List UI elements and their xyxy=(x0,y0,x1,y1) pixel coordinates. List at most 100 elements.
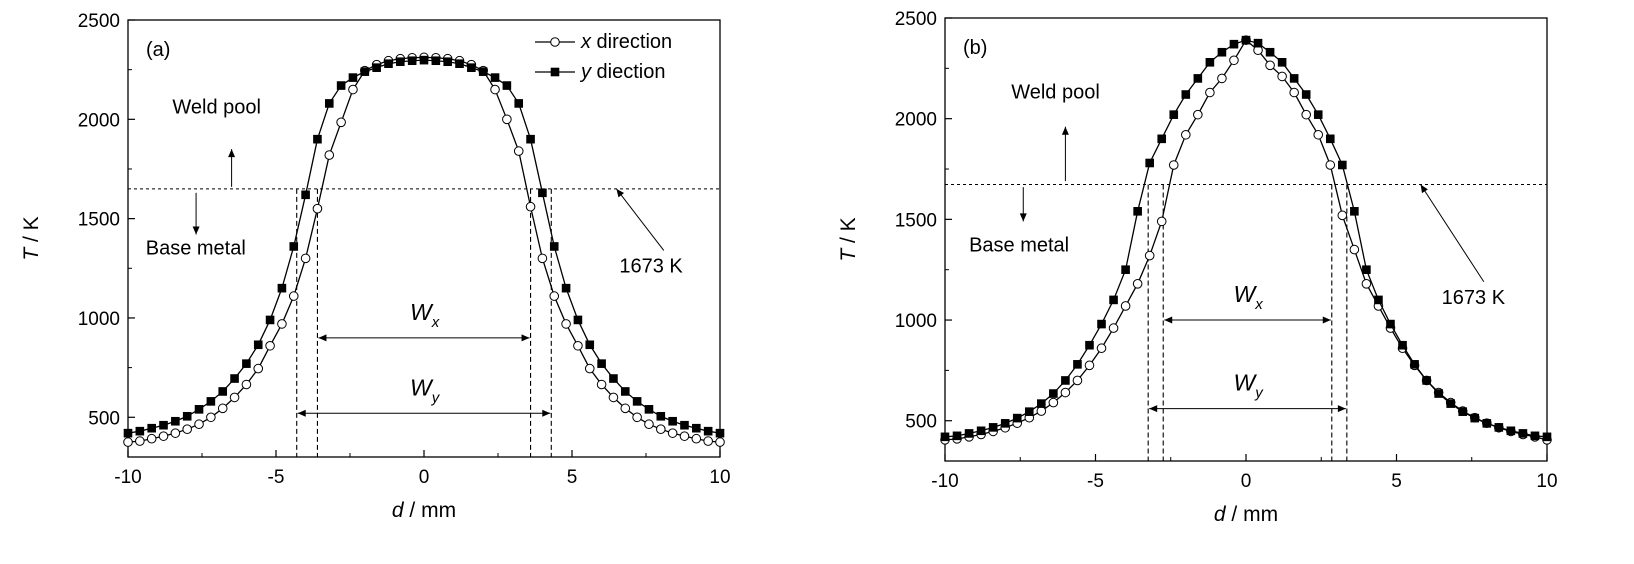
x-axis-title-var: d xyxy=(392,499,405,522)
data-point-y-direction xyxy=(324,99,334,108)
data-point-x-direction xyxy=(644,419,654,430)
data-point-y-direction xyxy=(242,359,251,368)
weld-pool-label: Weld pool xyxy=(1011,82,1100,104)
wx-letter: W xyxy=(410,299,434,325)
data-point-y-direction xyxy=(715,428,725,438)
data-point-y-direction xyxy=(396,57,405,67)
data-point-y-direction xyxy=(1253,38,1263,48)
data-point-x-direction xyxy=(679,431,690,441)
data-point-y-direction xyxy=(1289,74,1299,83)
wx-arrow-left-head xyxy=(318,334,327,342)
data-point-x-direction xyxy=(336,117,346,128)
data-point-y-direction xyxy=(1133,207,1142,216)
data-point-y-direction xyxy=(1024,407,1034,416)
legend-marker-y xyxy=(550,67,560,77)
data-point-x-direction xyxy=(1036,406,1047,416)
x-axis-title-var: d xyxy=(1214,503,1227,526)
data-point-x-direction xyxy=(241,379,252,390)
data-point-y-direction xyxy=(277,283,287,293)
data-point-y-direction xyxy=(443,57,452,67)
legend: x direction y diection xyxy=(535,31,672,83)
data-point-y-direction xyxy=(1049,389,1058,398)
data-point-y-direction xyxy=(1145,158,1154,168)
data-point-y-direction xyxy=(1325,134,1335,144)
annotations: Weld pool Base metal 1673 K Wx Wy xyxy=(945,82,1547,461)
data-point-y-direction xyxy=(1217,47,1227,57)
data-point-y-direction xyxy=(348,73,358,82)
data-point-y-direction xyxy=(988,423,998,432)
data-point-y-direction xyxy=(1301,90,1311,99)
wx-sub: x xyxy=(1254,296,1263,313)
data-point-y-direction xyxy=(1181,90,1191,99)
data-point-y-direction xyxy=(1073,360,1082,369)
data-point-x-direction xyxy=(324,150,335,160)
data-point-y-direction xyxy=(609,374,618,383)
wy-sub: y xyxy=(1254,385,1264,402)
data-point-x-direction xyxy=(620,403,631,414)
x-tick-label: 10 xyxy=(1536,471,1557,492)
data-point-y-direction xyxy=(1157,134,1167,144)
data-point-y-direction xyxy=(585,340,595,350)
data-point-y-direction xyxy=(1241,35,1251,45)
data-point-y-direction xyxy=(632,397,642,406)
data-point-x-direction xyxy=(300,253,311,264)
series-layer xyxy=(123,52,725,447)
x-tick-label: 0 xyxy=(1241,471,1252,492)
data-point-x-direction xyxy=(525,201,536,212)
data-point-y-direction xyxy=(265,315,275,325)
data-point-x-direction xyxy=(288,291,299,301)
data-point-y-direction xyxy=(1458,407,1468,416)
data-point-y-direction xyxy=(1362,265,1371,275)
data-point-y-direction xyxy=(360,67,370,76)
data-point-x-direction xyxy=(513,146,524,156)
y-tick-label: 2500 xyxy=(78,11,120,32)
data-point-y-direction xyxy=(182,411,192,421)
data-point-y-direction xyxy=(419,55,429,65)
data-point-y-direction xyxy=(1350,207,1359,216)
data-point-y-direction xyxy=(1482,419,1492,428)
y-tick-label: 1500 xyxy=(895,210,937,231)
data-point-y-direction xyxy=(1121,265,1130,275)
data-point-x-direction xyxy=(217,403,228,414)
legend-entry-y-direction: y diection xyxy=(579,61,666,83)
wy-arrow-right-head xyxy=(1337,405,1346,413)
data-point-x-direction xyxy=(253,363,264,374)
data-point-x-direction xyxy=(1205,87,1215,98)
data-point-x-direction xyxy=(206,412,216,423)
base-metal-label: Base metal xyxy=(146,237,246,259)
data-point-y-direction xyxy=(1012,413,1022,423)
data-point-y-direction xyxy=(336,81,346,90)
data-point-y-direction xyxy=(253,340,263,350)
tick-marks xyxy=(944,17,1548,461)
panel-label: (a) xyxy=(146,39,170,61)
data-point-x-direction xyxy=(1361,279,1372,289)
data-point-y-direction xyxy=(1386,319,1395,329)
data-point-x-direction xyxy=(1313,129,1324,140)
data-point-x-direction xyxy=(312,203,323,214)
data-point-y-direction xyxy=(135,426,145,436)
data-point-y-direction xyxy=(1398,340,1407,350)
data-point-y-direction xyxy=(206,397,216,406)
data-point-y-direction xyxy=(1518,429,1528,438)
data-point-x-direction xyxy=(537,253,548,264)
wx-sub: x xyxy=(431,314,440,331)
wx-letter: W xyxy=(1234,281,1258,307)
data-point-y-direction xyxy=(1085,340,1094,350)
x-tick-label: -5 xyxy=(1087,471,1104,492)
y-tick-label: 500 xyxy=(88,408,120,429)
data-point-x-direction xyxy=(123,437,133,447)
data-point-x-direction xyxy=(1048,397,1059,408)
x-tick-label: -10 xyxy=(114,467,141,488)
y-tick-label: 500 xyxy=(905,412,937,433)
wy-arrow-left-head xyxy=(297,409,306,417)
data-point-y-direction xyxy=(680,420,689,430)
data-point-y-direction xyxy=(1410,360,1419,369)
data-point-y-direction xyxy=(1434,389,1443,398)
y-tick-label: 2000 xyxy=(895,110,937,131)
wx-label: Wx xyxy=(410,299,440,331)
data-point-x-direction xyxy=(1120,301,1131,311)
series-layer xyxy=(940,35,1552,445)
